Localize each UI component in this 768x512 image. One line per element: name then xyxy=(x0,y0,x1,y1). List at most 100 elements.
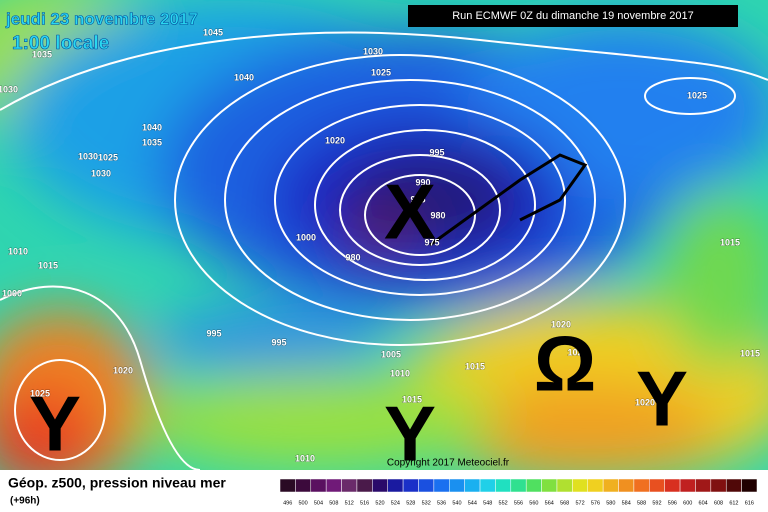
symbol: Y xyxy=(29,380,81,468)
symbol: Y xyxy=(384,390,436,478)
legend-label: 568 xyxy=(560,500,569,506)
footer-title: Géop. z500, pression niveau mer xyxy=(8,475,226,491)
isobar-label: 990 xyxy=(415,177,430,187)
isobar-label: 975 xyxy=(424,237,439,247)
legend-label: 588 xyxy=(637,500,646,506)
legend-label: 564 xyxy=(545,500,554,506)
isobar-label: 1020 xyxy=(325,135,345,145)
legend-swatch xyxy=(572,478,588,493)
front xyxy=(429,153,588,247)
isobar-label: 1025 xyxy=(30,388,50,398)
isobar-label: 1015 xyxy=(38,260,58,270)
legend-swatch xyxy=(433,478,450,493)
legend-label: 552 xyxy=(499,500,508,506)
isobar-label: 1025 xyxy=(687,90,707,100)
isobar-label: 1010 xyxy=(390,368,410,378)
isobar-label: 995 xyxy=(271,337,286,347)
isobar-label: 1010 xyxy=(295,453,315,463)
isobar-label: 102 xyxy=(567,347,582,357)
legend-label: 572 xyxy=(575,500,584,506)
legend-label: 612 xyxy=(729,500,738,506)
symbol: X xyxy=(384,168,436,256)
legend-swatch xyxy=(310,478,327,493)
legend-label: 496 xyxy=(283,500,292,506)
legend-label: 500 xyxy=(298,500,307,506)
legend-label: 576 xyxy=(591,500,600,506)
isobar-label: 1030 xyxy=(91,168,111,178)
legend-swatch xyxy=(449,478,465,493)
legend-label: 616 xyxy=(745,500,754,506)
legend-swatch xyxy=(649,478,665,493)
legend-swatch xyxy=(387,478,404,493)
isobar-label: 1005 xyxy=(381,349,401,359)
isobar-label: 1030 xyxy=(363,46,383,56)
legend-label: 508 xyxy=(329,500,338,506)
legend-swatch xyxy=(418,478,435,493)
lead-time: (+96h) xyxy=(10,496,40,507)
legend-label: 544 xyxy=(468,500,477,506)
legend-label: 560 xyxy=(529,500,538,506)
isobar-label: 995 xyxy=(429,147,444,157)
isobar-label: 1025 xyxy=(371,67,391,77)
legend-swatch xyxy=(633,478,650,493)
isobar-label: 1015 xyxy=(465,361,485,371)
time: 1:00 locale xyxy=(12,33,109,54)
isobar-label: 1000 xyxy=(296,232,316,242)
legend-swatch xyxy=(695,478,712,493)
legend-label: 532 xyxy=(422,500,431,506)
legend-swatch xyxy=(618,478,635,493)
legend-label: 548 xyxy=(483,500,492,506)
legend-label: 540 xyxy=(452,500,461,506)
legend-label: 516 xyxy=(360,500,369,506)
legend-label: 580 xyxy=(606,500,615,506)
legend-label: 596 xyxy=(668,500,677,506)
legend-label: 556 xyxy=(514,500,523,506)
isobar-label: 975 xyxy=(410,194,425,204)
legend-label: 608 xyxy=(714,500,723,506)
isobars xyxy=(0,31,768,471)
legend-swatch xyxy=(279,478,296,493)
isobar-label: 1010 xyxy=(8,246,28,256)
legend-swatch xyxy=(464,478,481,493)
isobar-label: 1040 xyxy=(142,122,162,132)
legend-swatch xyxy=(725,478,742,493)
run-label: Run ECMWF 0Z du dimanche 19 novembre 201… xyxy=(452,10,694,22)
isobar-label: 1015 xyxy=(402,394,422,404)
legend: 496 500 504 508 512 516 520 524 528 532 536 540 544 5… xyxy=(279,478,758,506)
legend-swatch xyxy=(741,478,758,493)
legend-label: 584 xyxy=(622,500,631,506)
isobar-label: 980 xyxy=(345,252,360,262)
legend-label: 520 xyxy=(375,500,384,506)
legend-swatch xyxy=(295,478,312,493)
legend-label: 592 xyxy=(652,500,661,506)
isobar-label: 1030 xyxy=(0,84,18,94)
legend-label: 600 xyxy=(683,500,692,506)
legend-label: 524 xyxy=(391,500,400,506)
isobar-label: 1030 xyxy=(78,151,98,161)
legend-swatch xyxy=(495,478,512,493)
run-box xyxy=(408,5,738,27)
isobar-label: 1035 xyxy=(32,49,52,59)
legend-swatch xyxy=(372,478,388,493)
isobar-label: 1045 xyxy=(203,27,223,37)
legend-swatch xyxy=(541,478,558,493)
isobar-label: 1035 xyxy=(142,137,162,147)
isobar-label: 1020 xyxy=(635,397,655,407)
legend-label: 604 xyxy=(699,500,708,506)
date: jeudi 23 novembre 2017 xyxy=(5,9,198,28)
legend-swatch xyxy=(525,478,542,493)
legend-swatch xyxy=(341,478,358,493)
legend-swatch xyxy=(679,478,696,493)
legend-swatch xyxy=(664,478,681,493)
legend-swatch xyxy=(710,478,727,493)
isobar-label: 980 xyxy=(430,210,445,220)
legend-swatch xyxy=(356,478,373,493)
legend-swatch xyxy=(479,478,496,493)
legend-swatch xyxy=(402,478,419,493)
legend-label: 504 xyxy=(314,500,323,506)
symbol: Y xyxy=(636,355,688,443)
isobar-label: 1000 xyxy=(2,288,22,298)
isobar-label: 1020 xyxy=(551,319,571,329)
